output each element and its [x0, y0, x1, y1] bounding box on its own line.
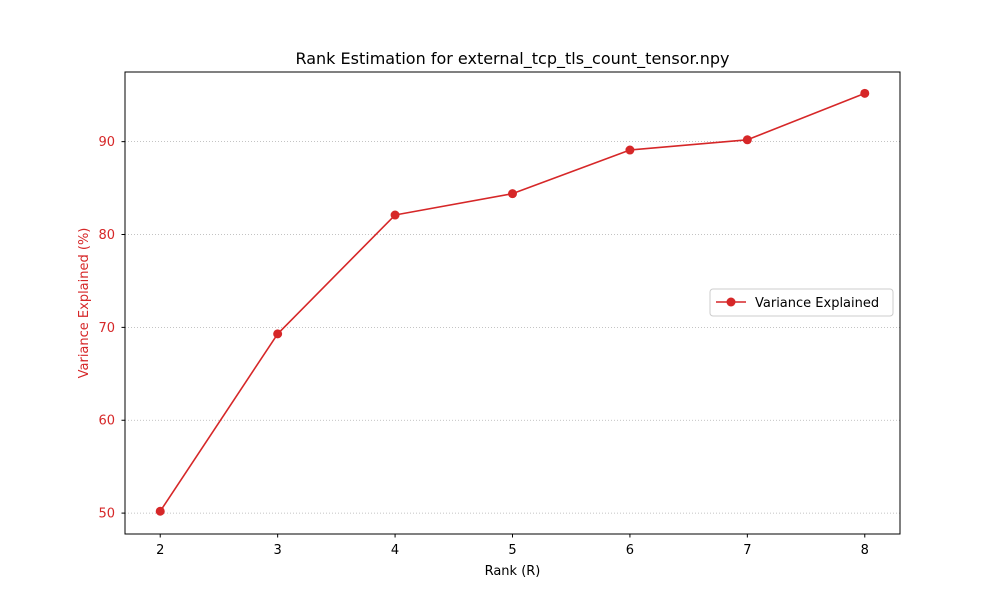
x-tick-label: 7	[743, 543, 751, 558]
legend-marker-swatch	[726, 297, 736, 307]
x-axis-label: Rank (R)	[485, 564, 541, 579]
x-tick-label: 6	[626, 543, 634, 558]
data-point	[390, 210, 400, 220]
grid-lines	[125, 141, 900, 514]
data-point	[625, 145, 635, 155]
series-layer	[155, 88, 870, 516]
y-axis-label: Variance Explained (%)	[77, 228, 92, 379]
chart-title: Rank Estimation for external_tcp_tls_cou…	[295, 49, 729, 69]
data-point	[742, 135, 752, 145]
y-axis-ticks: 50 60 70 80 90	[98, 135, 125, 522]
x-axis-ticks: 2 3 4 5 6 7 8	[156, 534, 869, 558]
x-tick-label: 4	[391, 543, 399, 558]
legend-label: Variance Explained	[755, 296, 879, 311]
data-point	[508, 189, 517, 199]
legend-box	[709, 288, 894, 317]
x-tick-label: 2	[156, 543, 164, 558]
y-tick-label: 50	[98, 507, 115, 522]
x-tick-label: 8	[861, 543, 869, 558]
y-tick-label: 70	[98, 321, 115, 336]
y-tick-label: 60	[98, 414, 115, 429]
y-tick-label: 80	[98, 228, 115, 243]
x-tick-label: 5	[508, 543, 516, 558]
y-tick-label: 90	[98, 135, 115, 150]
data-point	[273, 329, 283, 339]
x-tick-label: 3	[274, 543, 282, 558]
data-point	[155, 506, 165, 516]
data-point	[860, 88, 870, 98]
legend: Variance Explained	[709, 288, 894, 317]
plot-area-frame	[124, 71, 901, 535]
